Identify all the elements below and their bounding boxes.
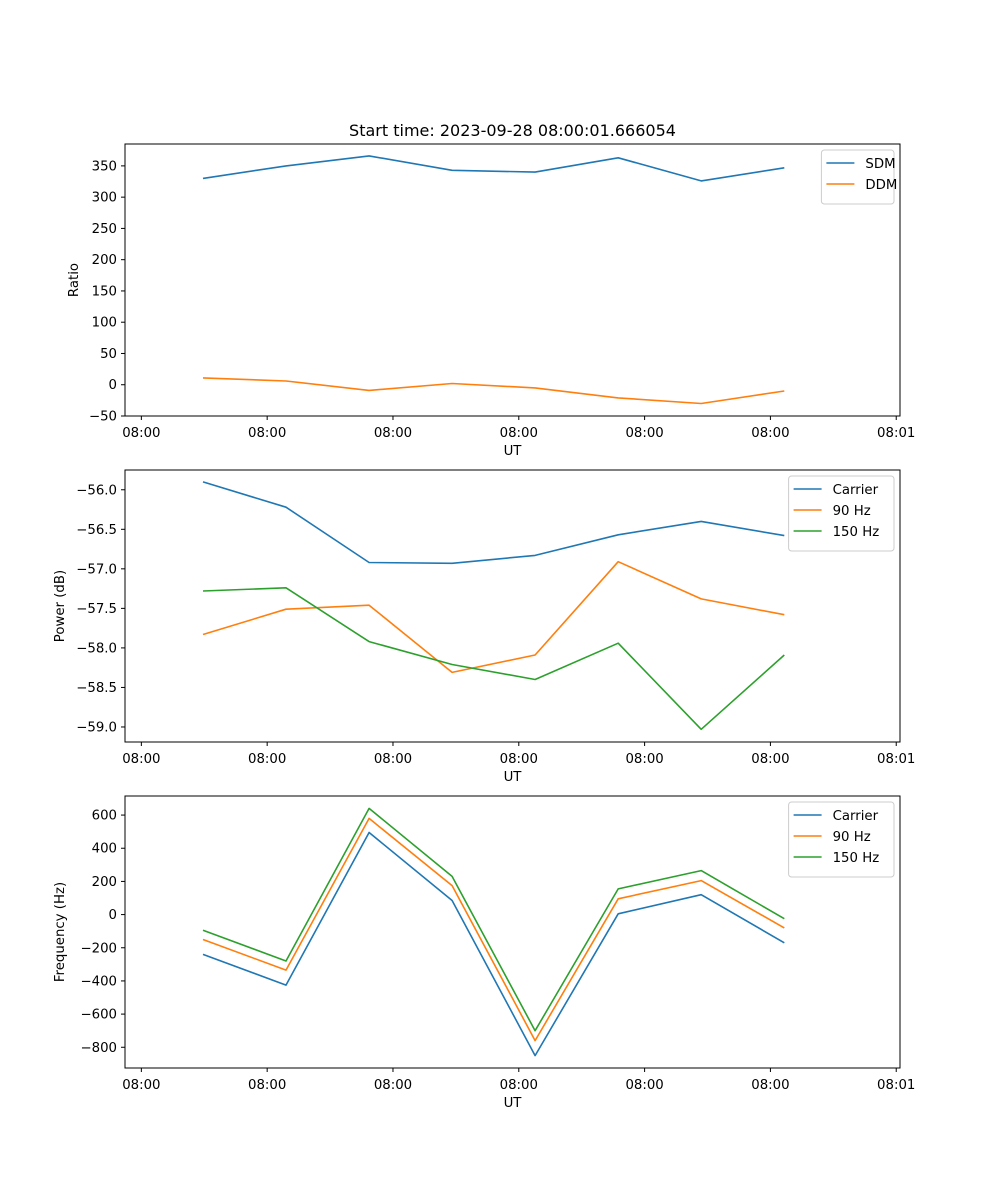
legend-box [788,801,895,878]
y-tick-label: −57.0 [76,562,117,577]
x-tick-label: 08:00 [122,752,160,767]
y-tick-label: −59.0 [76,720,117,735]
y-tick-label: −600 [80,1008,117,1023]
x-tick-label: 08:00 [500,426,538,441]
y-tick-label: −50 [89,410,117,425]
figure-title: Start time: 2023-09-28 08:00:01.666054 [349,121,676,140]
y-axis-label: Frequency (Hz) [53,882,68,982]
x-axis-label: UT [504,770,523,785]
y-tick-label: 100 [92,316,117,331]
legend-label: DDM [865,178,897,193]
y-tick-label: 0 [109,378,117,393]
legend-label: SDM [865,157,895,172]
x-tick-label: 08:00 [374,426,412,441]
legend-label: 150 Hz [833,525,880,540]
series-line-90-hz [202,560,785,674]
y-tick-label: −800 [80,1041,117,1056]
panel-2: 08:00 08:00 08:00 08:00 08:00 08:00 08:01 −59.0… [53,469,915,785]
x-tick-label: 08:00 [248,426,286,441]
axes-frame [124,795,901,1069]
legend-label: Carrier [833,809,879,824]
x-tick-label: 08:00 [374,1078,412,1093]
x-tick-label: 08:01 [877,1078,915,1093]
series-line-150-hz [202,586,785,731]
y-axis-label: Ratio [67,263,82,297]
x-tick-label: 08:00 [625,426,663,441]
y-tick-label: −58.0 [76,641,117,656]
y-tick-label: −58.5 [76,681,117,696]
y-tick-label: −200 [80,941,117,956]
x-tick-label: 08:01 [877,752,915,767]
y-tick-label: 200 [92,253,117,268]
y-tick-label: 350 [92,159,117,174]
y-tick-label: 150 [92,284,117,299]
x-tick-label: 08:00 [751,752,789,767]
y-tick-label: 400 [92,842,117,857]
x-tick-label: 08:00 [374,752,412,767]
x-tick-label: 08:00 [625,1078,663,1093]
series-line-150-hz [202,807,785,1032]
x-tick-label: 08:00 [248,1078,286,1093]
y-axis-label: Power (dB) [53,570,68,642]
series-line-90-hz [202,817,785,1042]
axes-frame [124,469,901,743]
y-tick-label: −56.0 [76,483,117,498]
x-tick-label: 08:00 [122,426,160,441]
legend-box [788,475,895,552]
y-tick-label: 0 [109,908,117,923]
series-line-ddm [202,377,785,405]
y-tick-label: −57.5 [76,602,117,617]
y-tick-label: 600 [92,809,117,824]
y-tick-label: −56.5 [76,523,117,538]
legend-label: 90 Hz [833,504,871,519]
series-line-carrier [202,481,785,565]
legend-label: 90 Hz [833,830,871,845]
x-tick-label: 08:00 [248,752,286,767]
axes-frame [124,143,901,417]
panel-3: 08:00 08:00 08:00 08:00 08:00 08:00 08:01 −800 −… [53,795,915,1111]
y-tick-label: 250 [92,222,117,237]
x-tick-label: 08:00 [500,752,538,767]
x-tick-label: 08:00 [751,426,789,441]
legend: Carrier 90 Hz 150 Hz [788,801,895,878]
y-tick-label: −400 [80,974,117,989]
x-tick-label: 08:00 [122,1078,160,1093]
x-tick-label: 08:00 [500,1078,538,1093]
x-tick-label: 08:01 [877,426,915,441]
x-tick-label: 08:00 [625,752,663,767]
y-tick-label: 300 [92,191,117,206]
x-axis-label: UT [504,1096,523,1111]
legend-label: Carrier [833,483,879,498]
legend-label: 150 Hz [833,851,880,866]
series-line-sdm [202,155,785,182]
panel-1: 08:00 08:00 08:00 08:00 08:00 08:00 08:01 −50 0 5… [67,143,915,459]
legend: Carrier 90 Hz 150 Hz [788,475,895,552]
legend: SDM DDM [820,149,897,205]
y-tick-label: 200 [92,875,117,890]
x-axis-label: UT [504,444,523,459]
y-tick-label: 50 [100,347,117,362]
series-line-carrier [202,831,785,1057]
x-tick-label: 08:00 [751,1078,789,1093]
panels: 08:00 08:00 08:00 08:00 08:00 08:00 08:01 −50 0 5… [53,143,915,1111]
